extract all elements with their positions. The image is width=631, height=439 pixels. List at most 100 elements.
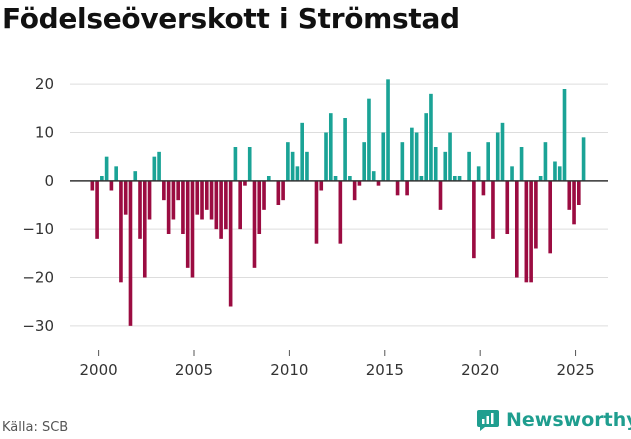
bar xyxy=(123,180,128,215)
bar xyxy=(305,151,309,181)
bar xyxy=(472,180,476,259)
bar xyxy=(424,113,428,181)
bar xyxy=(381,132,386,181)
bar xyxy=(543,142,548,181)
bar xyxy=(300,122,304,181)
bar xyxy=(324,132,328,181)
bar xyxy=(491,180,495,239)
bar xyxy=(524,180,529,283)
bar xyxy=(247,147,252,181)
bar xyxy=(233,147,238,181)
bar xyxy=(190,180,195,278)
bar xyxy=(538,176,543,181)
newsworthy-icon xyxy=(477,410,499,431)
bar xyxy=(295,166,300,181)
bar xyxy=(581,137,586,181)
bar xyxy=(438,180,443,210)
bar xyxy=(514,180,519,278)
bar xyxy=(228,180,233,307)
bar xyxy=(343,118,347,181)
bar xyxy=(457,176,462,181)
bar xyxy=(262,180,266,210)
bar xyxy=(204,180,209,210)
bar xyxy=(562,89,567,181)
bar xyxy=(410,127,414,181)
bar xyxy=(505,180,510,234)
bar xyxy=(481,180,486,196)
bar xyxy=(567,180,572,210)
bar xyxy=(362,142,366,181)
chart-title: Födelseöverskott i Strömstad xyxy=(2,2,460,35)
bar xyxy=(171,180,176,220)
bar xyxy=(319,180,324,191)
bar xyxy=(338,180,343,244)
bar xyxy=(195,180,200,215)
bar xyxy=(348,176,352,181)
bar xyxy=(290,151,295,181)
y-tick-label: −20 xyxy=(22,269,54,287)
bar xyxy=(328,113,333,181)
bar xyxy=(252,180,257,268)
bar xyxy=(214,180,219,230)
bar xyxy=(405,180,409,196)
bar xyxy=(452,176,457,181)
bar xyxy=(386,79,390,181)
bar xyxy=(534,180,538,249)
bar xyxy=(510,166,514,181)
bar xyxy=(200,180,204,220)
y-tick-label: 20 xyxy=(35,75,54,93)
bar xyxy=(157,151,161,181)
bar xyxy=(500,122,505,181)
x-tick-label: 2015 xyxy=(366,361,404,379)
bar xyxy=(109,180,114,191)
bar xyxy=(443,151,448,181)
bar xyxy=(100,176,104,181)
bar xyxy=(576,180,581,205)
bar xyxy=(433,147,438,181)
x-tick-label: 2005 xyxy=(175,361,213,379)
bar xyxy=(286,142,290,181)
newsworthy-logo[interactable]: Newsworthy xyxy=(476,408,631,432)
bar xyxy=(495,132,500,181)
bar xyxy=(395,180,400,196)
bar xyxy=(90,180,95,191)
x-tick-label: 2020 xyxy=(461,361,499,379)
bar xyxy=(152,156,157,181)
bar xyxy=(467,151,471,181)
bar xyxy=(429,93,433,181)
bar xyxy=(414,132,419,181)
bar xyxy=(281,180,285,201)
bar xyxy=(104,156,109,181)
bar xyxy=(147,180,152,220)
bar xyxy=(572,180,576,225)
bar xyxy=(138,180,142,239)
bar xyxy=(333,176,338,181)
brand-name: Newsworthy xyxy=(506,409,631,431)
y-tick-label: −10 xyxy=(22,220,54,238)
bar xyxy=(519,147,524,181)
bar xyxy=(243,180,247,186)
bar xyxy=(448,132,452,181)
bar xyxy=(557,166,562,181)
bar xyxy=(119,180,123,283)
bar xyxy=(357,180,362,186)
bar xyxy=(314,180,319,244)
bar xyxy=(371,171,376,181)
bar xyxy=(553,161,557,181)
bar xyxy=(266,176,271,181)
bar xyxy=(352,180,357,201)
bar xyxy=(128,180,133,326)
bar xyxy=(181,180,185,234)
x-tick-label: 2025 xyxy=(556,361,594,379)
x-tick-label: 2000 xyxy=(80,361,118,379)
bar xyxy=(114,166,118,181)
bar xyxy=(95,180,99,239)
bar xyxy=(257,180,262,234)
bar xyxy=(209,180,214,220)
x-tick-label: 2010 xyxy=(270,361,308,379)
bar xyxy=(219,180,223,239)
bar xyxy=(486,142,491,181)
bar xyxy=(162,180,166,201)
bar xyxy=(142,180,147,278)
